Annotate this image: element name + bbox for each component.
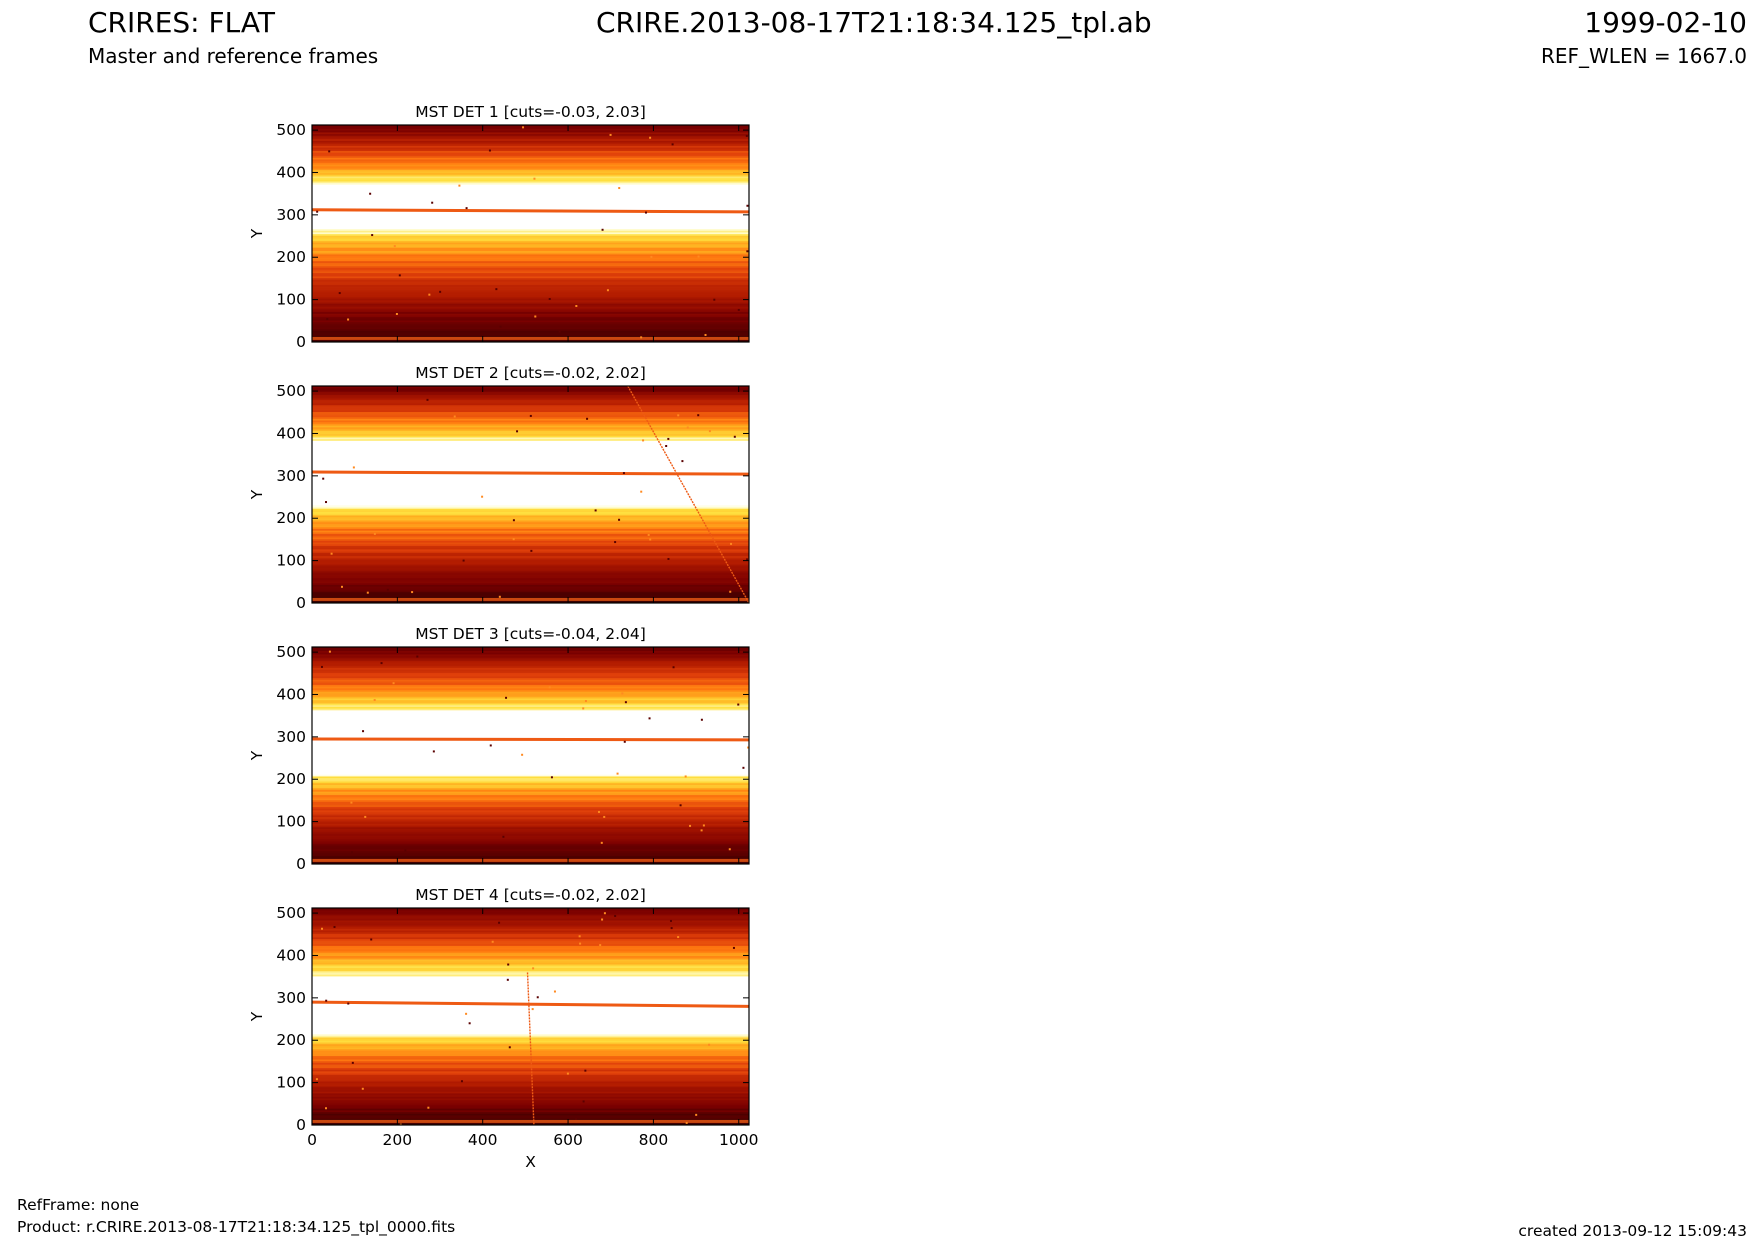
plot-frame (311, 385, 750, 604)
y-tick-label: 100 (276, 813, 306, 831)
panel-title: MST DET 2 [cuts=-0.02, 2.02] (415, 364, 646, 382)
y-axis-label: Y (248, 750, 266, 761)
y-tick-label: 100 (276, 552, 306, 570)
detector-panel-2: MST DET 2 [cuts=-0.02, 2.02] 0 100 200 300 40… (248, 364, 750, 612)
created-label: created 2013-09-12 15:09:43 (1518, 1222, 1747, 1240)
y-tick-label: 300 (276, 467, 306, 485)
detector-panel-1: MST DET 1 [cuts=-0.03, 2.03] 0 100 200 300 40… (248, 103, 750, 351)
detector-panel-3: MST DET 3 [cuts=-0.04, 2.04] 0 100 200 300 40… (248, 625, 750, 873)
page-subtitle: Master and reference frames (88, 44, 379, 68)
refframe-label: RefFrame: none (17, 1196, 140, 1214)
y-axis-label: Y (248, 228, 266, 239)
panel-title: MST DET 1 [cuts=-0.03, 2.03] (415, 103, 646, 121)
y-tick-label: 200 (276, 1031, 306, 1049)
x-tick-label: 800 (639, 1131, 669, 1149)
file-name-label: CRIRE.2013-08-17T21:18:34.125_tpl.ab (596, 6, 1152, 39)
x-tick-label: 600 (553, 1131, 583, 1149)
flat-image (312, 125, 749, 342)
y-tick-label: 0 (296, 855, 306, 873)
panel-title: MST DET 4 [cuts=-0.02, 2.02] (415, 886, 646, 904)
y-tick-label: 0 (296, 594, 306, 612)
y-tick-label: 0 (296, 333, 306, 351)
trace-line (312, 737, 749, 742)
y-tick-label: 400 (276, 163, 306, 181)
flat-image (312, 386, 749, 603)
trace-line (312, 1000, 749, 1008)
y-tick-label: 500 (276, 121, 306, 139)
product-label: Product: r.CRIRE.2013-08-17T21:18:34.125… (17, 1218, 456, 1236)
y-tick-label: 100 (276, 1074, 306, 1092)
y-tick-label: 300 (276, 728, 306, 746)
y-tick-label: 500 (276, 382, 306, 400)
y-tick-label: 400 (276, 685, 306, 703)
plot-frame (311, 907, 750, 1126)
y-tick-label: 0 (296, 1116, 306, 1134)
y-tick-label: 200 (276, 770, 306, 788)
flat-image (312, 908, 749, 1125)
x-tick-label: 1000 (719, 1131, 758, 1149)
y-tick-label: 200 (276, 248, 306, 266)
y-tick-label: 500 (276, 643, 306, 661)
y-tick-label: 400 (276, 946, 306, 964)
y-tick-label: 100 (276, 291, 306, 309)
x-tick-label: 400 (468, 1131, 498, 1149)
detector-panel-4: MST DET 4 [cuts=-0.02, 2.02] 0 100 200 300 40… (248, 886, 758, 1171)
ref-wlen-label: REF_WLEN = 1667.0 (1540, 44, 1747, 68)
y-tick-label: 500 (276, 904, 306, 922)
panel-title: MST DET 3 [cuts=-0.04, 2.04] (415, 625, 646, 643)
plot-frame (311, 124, 750, 343)
date-label: 1999-02-10 (1584, 6, 1747, 39)
y-tick-label: 400 (276, 424, 306, 442)
trace-line (312, 208, 749, 214)
x-tick-label: 0 (307, 1131, 317, 1149)
trace-line (312, 470, 749, 476)
plot-frame (311, 646, 750, 865)
y-axis-label: Y (248, 489, 266, 500)
streak-line (526, 972, 535, 1125)
y-tick-label: 200 (276, 509, 306, 527)
x-tick-label: 200 (383, 1131, 413, 1149)
y-axis-label: Y (248, 1011, 266, 1022)
y-tick-label: 300 (276, 206, 306, 224)
streak-line (627, 386, 749, 603)
page-title: CRIRES: FLAT (88, 6, 275, 39)
x-axis-label: X (525, 1153, 536, 1171)
flat-image (312, 647, 749, 864)
y-tick-label: 300 (276, 989, 306, 1007)
